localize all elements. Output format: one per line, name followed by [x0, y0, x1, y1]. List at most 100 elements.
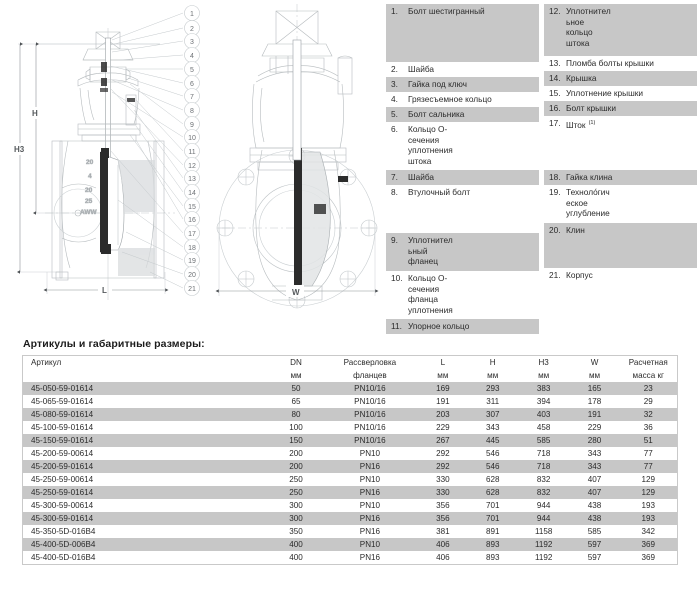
table-cell: 701	[485, 501, 500, 510]
dimensions-table: Артикул DN Рассверловка L H H3 W Расчетная мм фл…	[22, 355, 678, 565]
table-cell: 597	[587, 553, 602, 562]
table-cell: PN10/16	[354, 423, 386, 432]
parts-list: 1. Болт шестигранный 2. Шайба 3. Гайка под кл…	[386, 4, 698, 334]
table-cell: 406	[436, 553, 450, 562]
dimension-h3	[10, 42, 30, 274]
table-header-cell: L	[440, 358, 446, 367]
table-cell: 32	[619, 408, 678, 421]
part-name: Кольцо О- сечения фланца уплотнения	[408, 273, 453, 315]
svg-text:4: 4	[88, 173, 92, 180]
table-cell-article: 45-100-59-01614	[31, 423, 94, 432]
parts-list-column-left: 1. Болт шестигранный 2. Шайба 3. Гайка под кл…	[386, 4, 539, 334]
parts-list-column-right: 12. Уплотнител ьное кольцо штока 13. Пломба…	[544, 4, 697, 334]
table-cell: PN16	[359, 553, 381, 562]
table-cell: 597	[569, 538, 620, 551]
table-cell: 438	[569, 512, 620, 525]
valve-shaded-panels	[118, 160, 155, 276]
table-cell-article: 45-065-59-01614	[31, 397, 94, 406]
svg-text:AWW: AWW	[80, 209, 97, 216]
table-row: 45-300-59-01614 300 PN16 356 701 944 438 193	[22, 512, 678, 525]
part-name: Шток (1)	[566, 119, 596, 130]
table-cell: 893	[485, 553, 500, 562]
table-cell: 77	[643, 449, 653, 458]
svg-text:5: 5	[190, 67, 194, 74]
table-cell: 944	[536, 501, 551, 510]
part-name: Клин	[566, 225, 585, 235]
table-cell: PN10	[321, 538, 418, 551]
part-row: 6. Кольцо О- сечения уплотнения штока	[386, 122, 539, 170]
table-cell: 381	[436, 527, 450, 536]
table-cell: 200	[289, 449, 303, 458]
part-row: 2. Шайба	[386, 62, 539, 77]
table-cell: PN10/16	[321, 408, 418, 421]
table-cell-article: 45-400-5D-016B4	[31, 553, 96, 562]
dimensions-section: Артикулы и габаритные размеры: Артикул DN…	[22, 338, 678, 565]
part-index: 18.	[549, 172, 561, 182]
table-cell: PN10/16	[321, 434, 418, 447]
table-cell-article: 45-250-59-00614	[31, 475, 94, 484]
part-row: 5. Болт сальника	[386, 107, 539, 122]
part-name-superscript: (1)	[588, 120, 596, 126]
svg-text:15: 15	[188, 204, 196, 211]
part-row: 20. Клин	[544, 223, 697, 268]
table-cell: 369	[641, 553, 655, 562]
table-cell: 29	[643, 397, 653, 406]
table-cell-article: 45-350-5D-016B4	[31, 527, 96, 536]
dimension-extension-lines	[18, 43, 160, 273]
dimension-w: W	[215, 228, 379, 297]
table-body: 45-050-59-01614 50 PN10/16 169 293 383 165 23 45…	[22, 382, 678, 565]
table-cell: 1192	[534, 553, 553, 562]
part-name: Крышка	[566, 73, 597, 83]
table-cell: 832	[536, 475, 551, 484]
table-cell: 718	[536, 449, 551, 458]
part-name: Гайка клина	[566, 172, 613, 182]
part-row: 14. Крышка	[544, 71, 697, 86]
callout-balloon: 16	[184, 211, 200, 227]
table-cell-article: 45-250-59-01614	[22, 486, 271, 499]
dimension-l	[43, 272, 169, 296]
table-row: 45-400-5D-016B4 400 PN16 406 893 1192 597 369	[23, 551, 678, 565]
table-cell: 23	[619, 382, 678, 395]
part-index: 19.	[549, 187, 561, 197]
part-index: 4.	[391, 94, 398, 104]
table-cell: 65	[291, 397, 301, 406]
table-cell: 1158	[534, 527, 553, 536]
part-row: 9. Уплотнител ьный фланец	[386, 233, 539, 271]
part-index: 7.	[391, 172, 398, 182]
table-cell-article: 45-150-59-01614	[22, 434, 271, 447]
table-cell: PN10	[359, 449, 381, 458]
part-row: 12. Уплотнител ьное кольцо штока	[544, 4, 697, 56]
callout-balloon: 4	[184, 47, 200, 63]
table-cell: 293	[467, 382, 518, 395]
table-cell: PN10	[359, 475, 381, 484]
valve-wedge-gate	[100, 148, 125, 254]
table-cell: 165	[569, 382, 620, 395]
table-cell: 891	[485, 527, 500, 536]
part-name: Болт сальника	[408, 109, 465, 119]
table-header-unit-cell: мм	[437, 371, 449, 380]
svg-text:21: 21	[188, 286, 196, 293]
table-cell: 250	[289, 475, 303, 484]
table-cell: PN10/16	[321, 382, 418, 395]
table-cell: 400	[289, 553, 303, 562]
svg-text:20: 20	[85, 187, 93, 194]
part-index: 17.	[549, 118, 561, 128]
table-cell: 445	[467, 434, 518, 447]
part-index: 12.	[549, 6, 561, 16]
table-cell: 203	[417, 408, 468, 421]
part-row: 1. Болт шестигранный	[386, 4, 539, 62]
part-row: 4. Грязесъемное кольцо	[386, 92, 539, 107]
table-cell: 944	[517, 512, 570, 525]
svg-text:4: 4	[190, 53, 194, 60]
table-cell: 369	[619, 538, 678, 551]
table-cell: 628	[467, 486, 518, 499]
callout-balloon: 6	[184, 75, 200, 91]
table-cell: 585	[587, 527, 602, 536]
part-name: Уплотнител ьное кольцо штока	[566, 6, 611, 48]
table-cell: 438	[587, 501, 602, 510]
part-name: Шайба	[408, 64, 435, 74]
table-cell: 406	[417, 538, 468, 551]
part-name: Гайка под ключ	[408, 79, 468, 89]
table-cell: 407	[569, 486, 620, 499]
part-index: 11.	[391, 321, 402, 331]
